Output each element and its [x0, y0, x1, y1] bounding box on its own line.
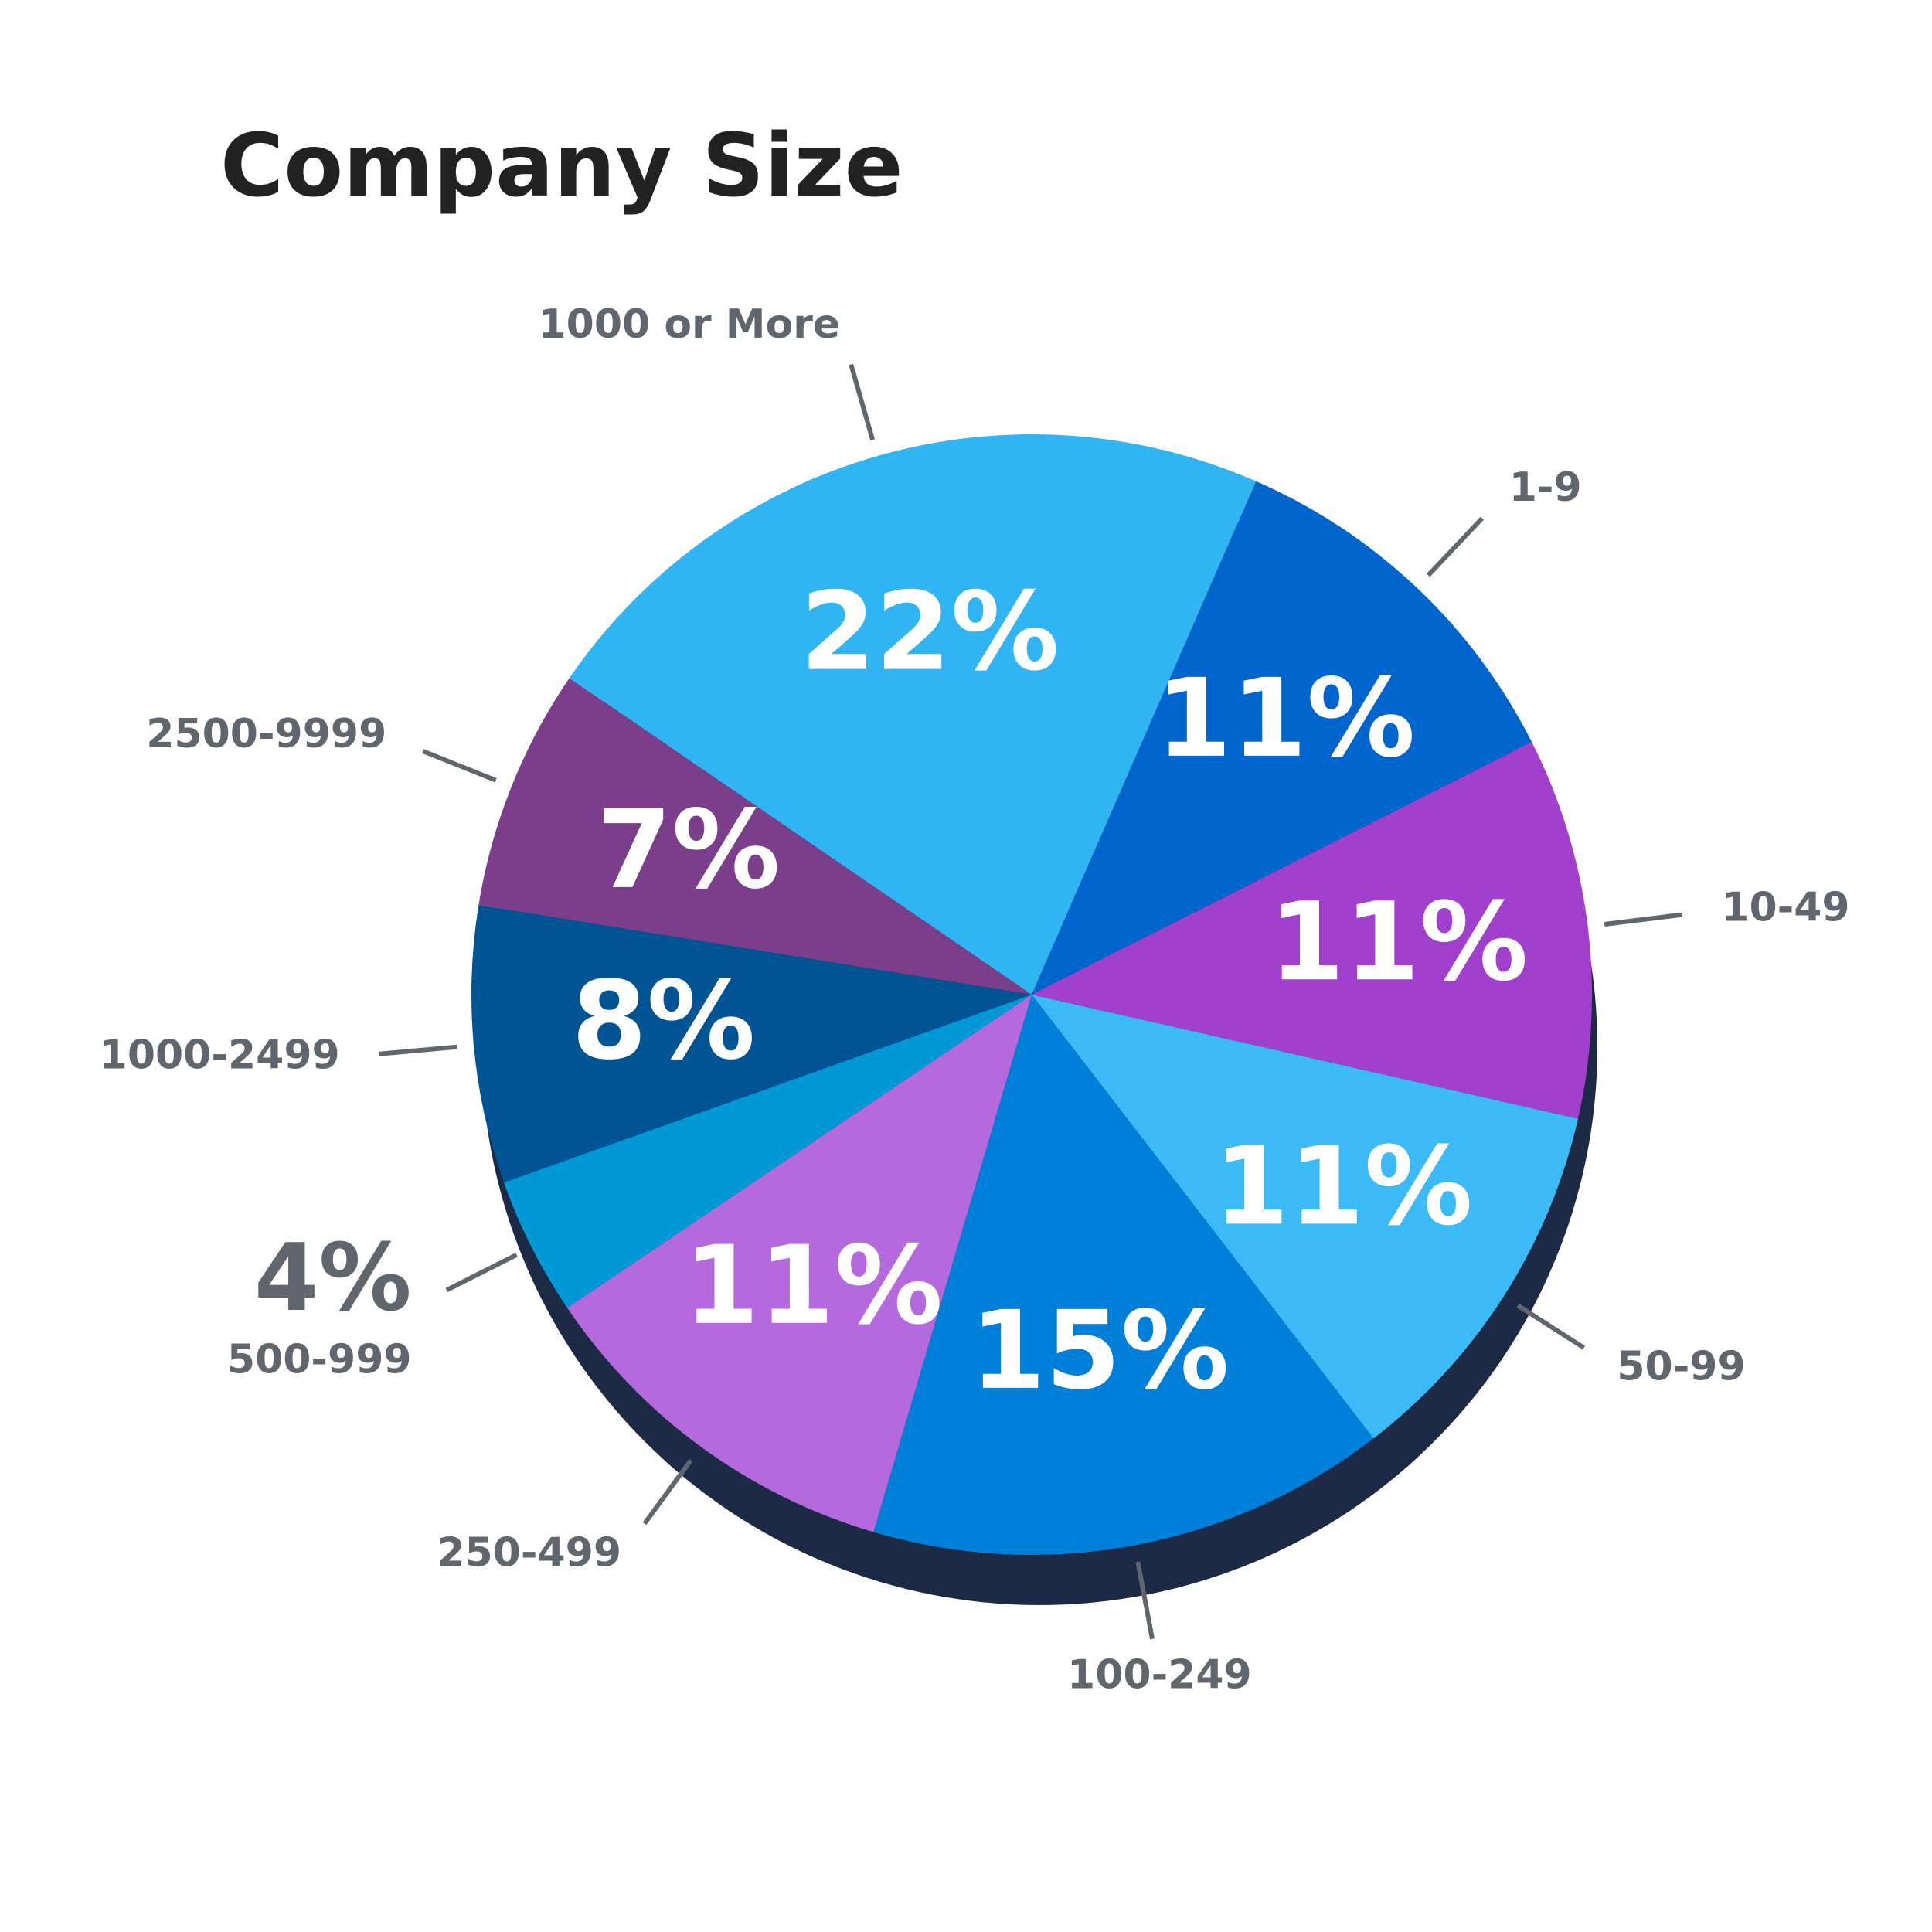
value-label: 11%	[1214, 1124, 1473, 1250]
value-label: 11%	[1269, 879, 1528, 1005]
leader-line	[849, 363, 876, 441]
pie-slice	[873, 995, 1374, 1556]
value-label: 8%	[572, 958, 756, 1084]
pie-slice	[566, 995, 1032, 1532]
value-label: 22%	[801, 570, 1060, 696]
leader-line	[1604, 912, 1683, 927]
category-label: 1000-2499	[100, 1032, 340, 1078]
leader-line	[1426, 516, 1485, 577]
value-label: 11%	[1156, 656, 1415, 782]
pie-slice	[1032, 995, 1578, 1439]
leader-line	[422, 749, 497, 783]
pie-slice	[504, 995, 1032, 1308]
leader-line	[445, 1253, 518, 1293]
category-label: 100-249	[1067, 1652, 1252, 1699]
leader-line	[378, 1044, 457, 1056]
category-label: 50-99	[1617, 1343, 1745, 1389]
pie-slice	[569, 434, 1257, 995]
value-label: 11%	[684, 1223, 943, 1349]
pie-slice	[471, 905, 1032, 1183]
category-label: 10-49	[1721, 884, 1849, 930]
value-label: 7%	[597, 787, 781, 913]
pie-slice	[1032, 742, 1592, 1119]
value-label: 15%	[970, 1288, 1229, 1414]
value-label: 4%	[254, 1225, 412, 1332]
category-label: 250-499	[437, 1529, 621, 1576]
chart-title: Company Size	[220, 116, 903, 216]
category-label: 1-9	[1509, 464, 1582, 511]
pie-slice	[478, 678, 1032, 995]
leader-line	[642, 1458, 693, 1526]
category-label: 500-999	[227, 1336, 412, 1383]
pie-slice	[1032, 481, 1532, 995]
leader-line	[1516, 1303, 1586, 1350]
category-label: 1000 or More	[539, 301, 841, 348]
category-label: 2500-9999	[146, 711, 386, 757]
leader-line	[1135, 1561, 1155, 1640]
